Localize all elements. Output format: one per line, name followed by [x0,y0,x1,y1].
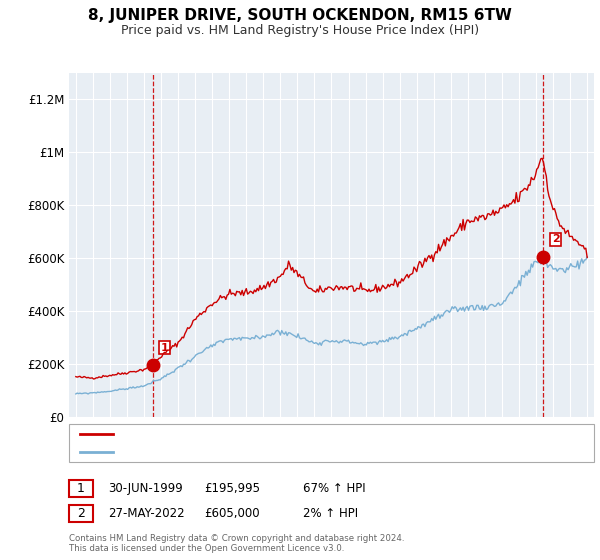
Text: 8, JUNIPER DRIVE, SOUTH OCKENDON, RM15 6TW (detached house): 8, JUNIPER DRIVE, SOUTH OCKENDON, RM15 6… [119,429,491,439]
Text: HPI: Average price, detached house, Thurrock: HPI: Average price, detached house, Thur… [119,447,369,457]
Text: 1: 1 [161,343,169,353]
Text: 8, JUNIPER DRIVE, SOUTH OCKENDON, RM15 6TW: 8, JUNIPER DRIVE, SOUTH OCKENDON, RM15 6… [88,8,512,24]
Text: 2% ↑ HPI: 2% ↑ HPI [303,507,358,520]
Text: 27-MAY-2022: 27-MAY-2022 [108,507,185,520]
Text: Contains HM Land Registry data © Crown copyright and database right 2024.
This d: Contains HM Land Registry data © Crown c… [69,534,404,553]
Text: Price paid vs. HM Land Registry's House Price Index (HPI): Price paid vs. HM Land Registry's House … [121,24,479,37]
Text: 2: 2 [77,507,85,520]
Text: 1: 1 [77,482,85,495]
Text: £605,000: £605,000 [204,507,260,520]
Text: 30-JUN-1999: 30-JUN-1999 [108,482,183,495]
Text: £195,995: £195,995 [204,482,260,495]
Text: 2: 2 [552,234,559,244]
Text: 67% ↑ HPI: 67% ↑ HPI [303,482,365,495]
